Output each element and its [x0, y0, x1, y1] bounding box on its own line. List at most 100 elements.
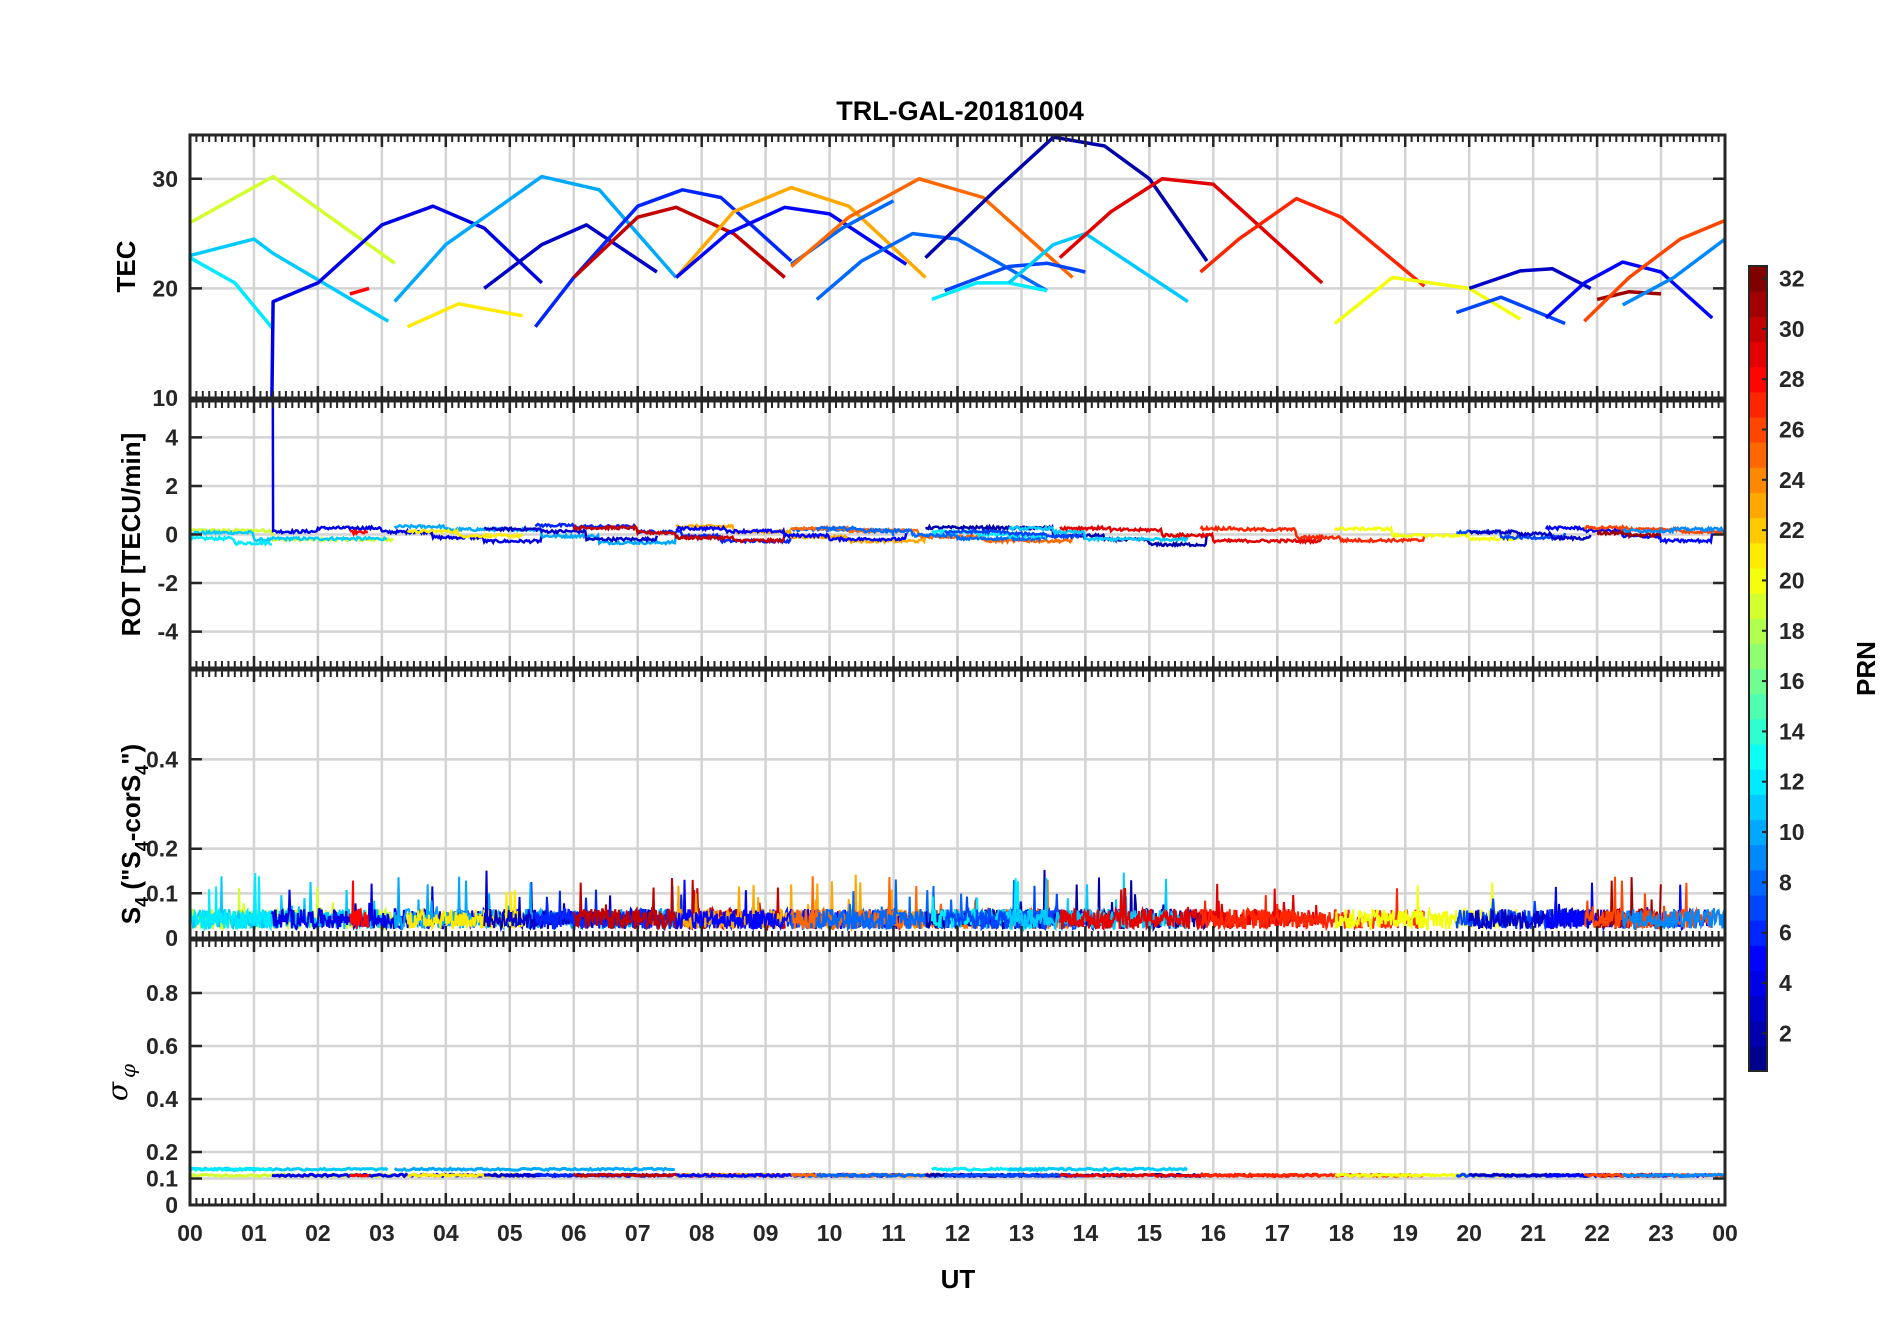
- y-axis-label-part: σ: [101, 1081, 134, 1101]
- tec-line-prn-7: [1455, 295, 1566, 326]
- y-tick-label: 0.4: [146, 1086, 178, 1112]
- rot-line-prn-4: [271, 401, 544, 546]
- y-tick-label: 20: [152, 275, 178, 301]
- panel-data: [190, 135, 1725, 398]
- major-ticks: [188, 401, 1727, 668]
- y-tick-label: 2: [165, 473, 178, 499]
- rot-line-prn-3: [484, 525, 659, 544]
- rot-line-prn-27: [1199, 524, 1426, 544]
- colorbar-segment: [1749, 869, 1767, 896]
- tec-line-prn-23: [674, 185, 927, 279]
- rot-line-prn-9: [1622, 525, 1725, 536]
- colorbar-segment: [1749, 416, 1767, 443]
- y-axis-label-part: -corS: [116, 775, 146, 841]
- colorbar-segment: [1749, 894, 1767, 921]
- y-tick-label: 0.2: [146, 1139, 178, 1165]
- s4-line-prn-20: [1334, 882, 1521, 931]
- major-ticks: [188, 670, 1727, 940]
- y-axis-label: S4 ("S4-corS4"): [116, 744, 152, 924]
- s4-line-prn-12: [190, 873, 274, 933]
- x-tick-label: 09: [753, 1220, 779, 1246]
- y-tick-label: 0.2: [146, 836, 178, 862]
- x-tick-label: 17: [1264, 1220, 1290, 1246]
- y-tick-label: 30: [152, 166, 178, 192]
- tec-line-prn-5: [1544, 260, 1714, 320]
- s4-line-prn-28: [348, 880, 370, 929]
- major-ticks: [188, 135, 1727, 400]
- rot-line-prn-7: [943, 528, 1087, 541]
- colorbar-tick-label: 24: [1779, 467, 1805, 493]
- colorbar-tick-label: 2: [1779, 1020, 1792, 1046]
- tec-line-prn-21: [406, 302, 523, 329]
- rot-line-prn-5: [675, 524, 908, 544]
- y-tick-label: 0.4: [146, 746, 178, 772]
- colorbar-tick-label: 32: [1779, 266, 1805, 292]
- x-tick-label: 19: [1392, 1220, 1418, 1246]
- colorbar-segment: [1749, 366, 1767, 393]
- colorbar-segment: [1749, 442, 1767, 468]
- x-tick-label: 00: [177, 1220, 203, 1246]
- tec-line-prn-29: [1058, 177, 1324, 285]
- panel-data: [190, 401, 1725, 549]
- y-tick-label: -2: [158, 570, 178, 596]
- colorbar-tick-label: 26: [1779, 417, 1805, 443]
- colorbar-segment: [1749, 643, 1767, 670]
- y-axis-label-part: 4: [132, 765, 152, 775]
- panel-s4: 00.10.20.4S4 ("S4-corS4"): [116, 668, 1727, 951]
- y-tick-label: 4: [165, 424, 178, 450]
- colorbar-segment: [1749, 1020, 1767, 1047]
- colorbar-tick-label: 22: [1779, 517, 1805, 543]
- sigma-line-prn-9: [1622, 1172, 1725, 1179]
- y-tick-label: 0: [165, 925, 178, 951]
- colorbar-tick-label: 28: [1779, 366, 1805, 392]
- colorbar-frame: [1748, 265, 1768, 1072]
- tec-line-prn-3: [1468, 266, 1592, 291]
- y-tick-label: 0.1: [146, 1166, 178, 1192]
- colorbar-segment: [1749, 1045, 1767, 1072]
- y-axis-label-part: S: [116, 907, 146, 924]
- x-tick-label: 21: [1520, 1220, 1546, 1246]
- tec-line-prn-6: [534, 188, 793, 328]
- rot-line-prn-3: [1469, 528, 1592, 542]
- x-tick-label: 10: [817, 1220, 843, 1246]
- x-tick-label: 07: [625, 1220, 651, 1246]
- panel-data: [190, 1166, 1725, 1179]
- sigma-line-prn-12: [190, 1166, 273, 1173]
- colorbar-segment: [1749, 542, 1767, 569]
- tec-line-prn-20: [1333, 275, 1522, 325]
- x-tick-label: 11: [881, 1220, 906, 1246]
- colorbar-segment: [1749, 492, 1767, 519]
- colorbar-segment: [1749, 995, 1767, 1022]
- y-axis-label-part: φ: [116, 1064, 140, 1078]
- tec-line-prn-3: [483, 223, 658, 290]
- y-tick-label: 0.6: [146, 1033, 178, 1059]
- sigma-line-prn-10: [393, 1166, 676, 1173]
- tec-line-prn-19: [190, 174, 396, 265]
- panel-rot: -4 -2 0 2 4 ROT [TECU/min]: [116, 399, 1727, 670]
- rot-line-prn-29: [1059, 524, 1324, 545]
- colorbar-tick-label: 6: [1779, 920, 1792, 946]
- sigma-line-prn-11: [1007, 1166, 1189, 1172]
- tec-line-prn-11: [190, 237, 390, 323]
- colorbar-tick-label: 16: [1779, 668, 1805, 694]
- panel-sigma: 00.10.2 0.4 0.6 0.8 σφ 00 01 02 03 04 05 06 07 08 09 10…: [101, 938, 1738, 1246]
- panel-data: [190, 869, 1725, 933]
- s4-line-prn-21: [406, 890, 524, 932]
- x-tick-label: 15: [1137, 1220, 1163, 1246]
- colorbar-segment: [1749, 743, 1767, 770]
- colorbar-segment: [1749, 291, 1767, 317]
- y-tick-label: 0.1: [146, 880, 178, 906]
- x-tick-label: 05: [497, 1220, 523, 1246]
- colorbar-segment: [1749, 794, 1767, 821]
- colorbar-tick-label: 18: [1779, 618, 1805, 644]
- tec-line-prn-27: [1199, 196, 1426, 288]
- colorbar-segment: [1749, 341, 1767, 368]
- tec-line-prn-8: [815, 231, 1048, 301]
- colorbar-tick-label: 4: [1779, 970, 1792, 996]
- y-axis-label-part: ("S: [116, 851, 146, 897]
- colorbar-tick-label: 8: [1779, 869, 1792, 895]
- tec-line-prn-25: [790, 177, 1074, 279]
